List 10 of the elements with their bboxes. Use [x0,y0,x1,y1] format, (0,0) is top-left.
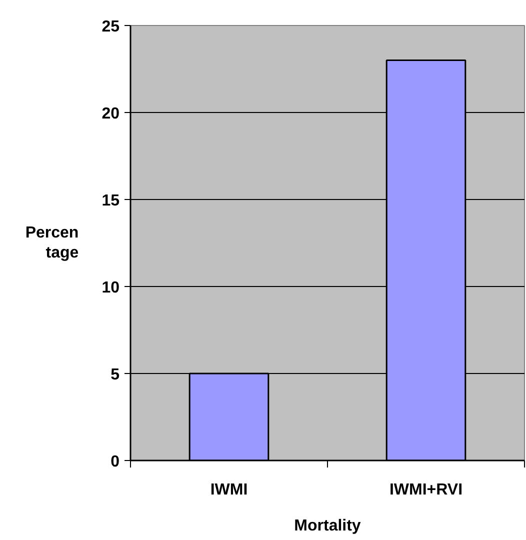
x-tick-label: IWMI+RVI [389,482,463,498]
y-tick-label: 5 [110,366,120,384]
x-tick-label: IWMI [210,482,248,498]
x-axis-title: Mortality [294,518,361,534]
y-tick-label: 25 [102,18,120,36]
y-tick-label: 10 [102,280,120,296]
y-axis-title: Percen tage [25,224,79,262]
y-tick-label: 20 [102,106,120,122]
y-tick-label: 15 [102,192,120,210]
y-tick-label: 0 [110,454,120,470]
